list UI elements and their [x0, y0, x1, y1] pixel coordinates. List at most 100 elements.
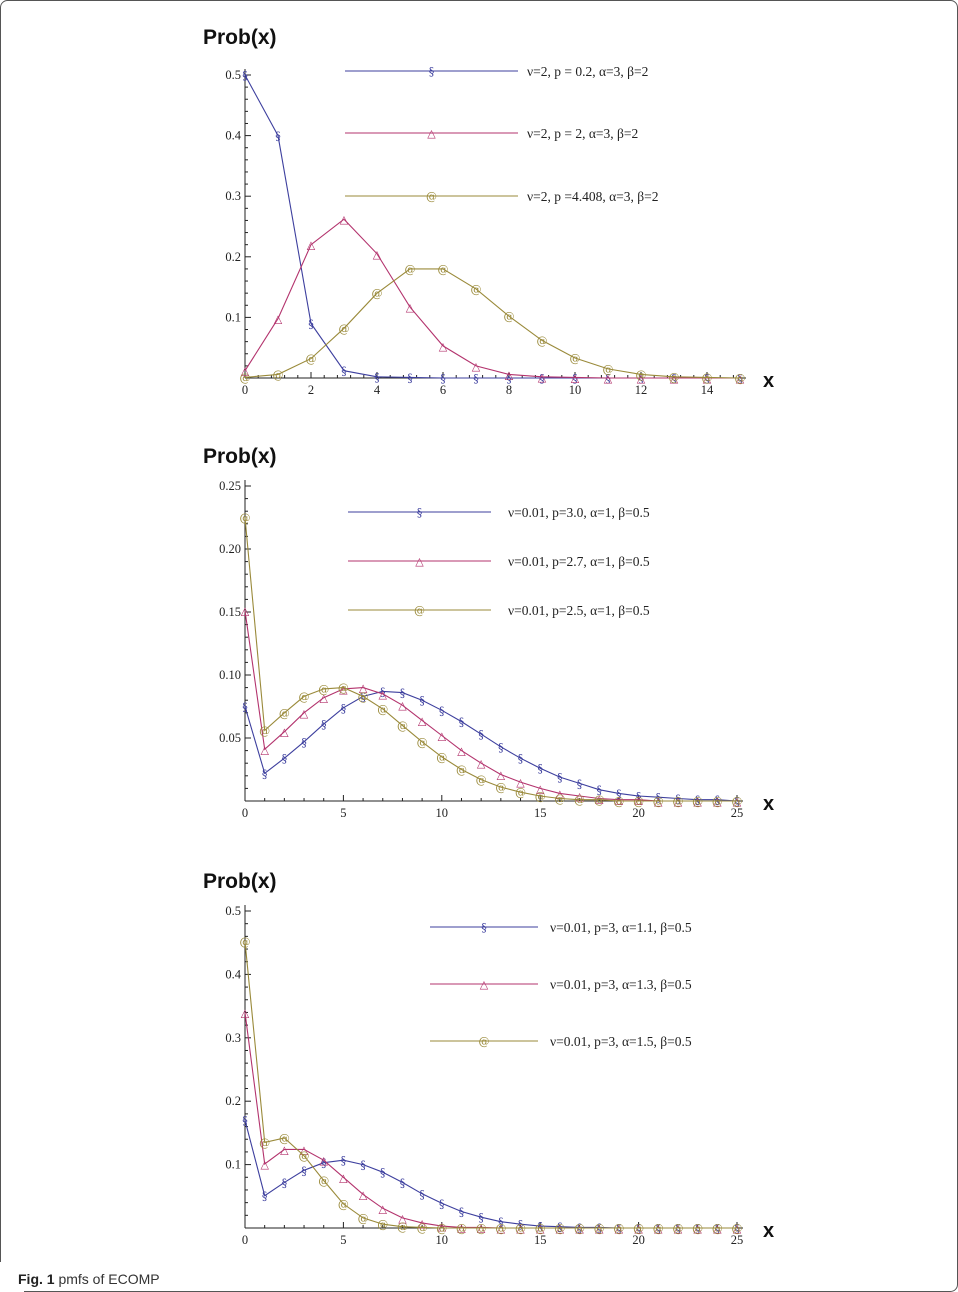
y-tick-label: 0.1 [225, 1158, 241, 1172]
x-tick-label: 25 [731, 806, 744, 820]
x-tick-label: 2 [308, 383, 314, 397]
series-line-triangle [244, 218, 740, 379]
caption-label: Fig. 1 [18, 1271, 55, 1287]
y-tick-label: 0.25 [219, 479, 241, 493]
data-point-marker: § [374, 371, 380, 384]
data-point-marker: @ [259, 724, 270, 737]
data-point-marker: △ [516, 776, 525, 789]
data-point-marker: @ [456, 764, 467, 777]
legend-marker: @ [426, 190, 437, 203]
data-point-marker: @ [397, 719, 408, 732]
data-point-marker: @ [570, 352, 581, 365]
data-point-marker: § [596, 784, 602, 797]
data-point-marker: § [301, 736, 307, 749]
data-point-marker: § [380, 1166, 386, 1179]
x-tick-label: 10 [569, 383, 582, 397]
data-point-marker: @ [476, 774, 487, 787]
data-point-marker: @ [476, 1222, 487, 1235]
data-point-marker: @ [735, 372, 746, 385]
data-point-marker: @ [377, 703, 388, 716]
x-tick-label: 5 [340, 1233, 346, 1247]
data-point-marker: △ [477, 757, 486, 770]
data-point-marker: △ [438, 1220, 447, 1233]
x-tick-label: 15 [534, 1233, 547, 1247]
data-point-marker: △ [373, 248, 382, 261]
data-point-marker: @ [669, 371, 680, 384]
data-point-marker: △ [615, 794, 624, 807]
x-tick-label: 14 [701, 383, 714, 397]
data-point-marker: § [275, 130, 281, 143]
series-line-section [244, 690, 738, 802]
data-point-marker: △ [637, 372, 646, 385]
data-point-marker: § [498, 741, 504, 754]
x-tick-label: 25 [731, 1233, 744, 1247]
y-tick-label: 0.5 [225, 904, 241, 918]
y-tick-label: 0.5 [225, 68, 241, 82]
data-point-marker: @ [495, 1222, 506, 1235]
data-point-marker: △ [556, 787, 565, 800]
data-point-marker: @ [504, 310, 515, 323]
data-point-marker: △ [418, 714, 427, 727]
data-point-marker: @ [417, 1221, 428, 1234]
series-line-at [244, 941, 737, 1229]
data-point-marker: § [518, 1218, 524, 1231]
legend-marker: § [417, 506, 423, 519]
data-point-marker: @ [306, 353, 317, 366]
data-point-marker: § [440, 372, 446, 385]
x-axis-label: x [763, 1220, 774, 1242]
data-point-marker: § [301, 1164, 307, 1177]
data-point-marker: @ [273, 368, 284, 381]
x-tick-label: 5 [340, 806, 346, 820]
data-point-marker: § [242, 1114, 248, 1127]
data-point-marker: § [498, 1216, 504, 1229]
data-point-marker: △ [241, 365, 250, 378]
data-point-marker: @ [339, 322, 350, 335]
data-point-marker: @ [636, 368, 647, 381]
data-point-marker: @ [574, 794, 585, 807]
data-point-marker: @ [712, 795, 723, 808]
data-point-marker: △ [670, 372, 679, 385]
x-tick-label: 6 [440, 383, 446, 397]
data-point-marker: § [636, 790, 642, 803]
legend-marker: △ [427, 127, 436, 140]
data-point-marker: @ [594, 794, 605, 807]
data-point-marker: @ [299, 690, 310, 703]
data-point-marker: @ [358, 690, 369, 703]
data-point-marker: @ [692, 795, 703, 808]
y-axis-label: Prob(x) [203, 870, 277, 893]
data-point-marker: @ [318, 683, 329, 696]
chart-2: Prob(x) x 0 5 10 15 20 25 0.05 0.10 0.15 0.20 0.25 § §… [203, 445, 774, 820]
data-point-marker: § [473, 372, 479, 385]
data-point-marker: § [616, 787, 622, 800]
series-line-at [244, 517, 737, 802]
data-point-marker: △ [571, 371, 580, 384]
data-point-marker: § [341, 365, 347, 378]
data-point-marker: △ [703, 372, 712, 385]
data-point-marker: △ [438, 729, 447, 742]
data-point-marker: △ [604, 372, 613, 385]
data-point-marker: △ [398, 699, 407, 712]
data-point-marker: @ [338, 1198, 349, 1211]
data-point-marker: △ [340, 213, 349, 226]
data-point-marker: △ [379, 1202, 388, 1215]
data-point-marker: § [419, 1188, 425, 1201]
y-tick-label: 0.2 [225, 1094, 241, 1108]
series-line-triangle [244, 610, 737, 802]
data-point-marker: @ [653, 1222, 664, 1235]
data-point-marker: § [439, 704, 445, 717]
data-point-marker: § [242, 69, 248, 82]
data-point-marker: § [459, 1206, 465, 1219]
data-point-marker: § [537, 1220, 543, 1233]
x-tick-label: 20 [632, 1233, 645, 1247]
data-point-marker: § [695, 794, 701, 807]
x-tick-label: 0 [242, 383, 248, 397]
chart-1: Prob(x)x0 2 4 6 8 10 12 140.10.20.30.40.5 §§§§ § §… [203, 26, 774, 397]
data-point-marker: § [400, 1176, 406, 1189]
data-point-marker: § [380, 685, 386, 698]
data-point-marker: § [715, 794, 721, 807]
data-point-marker: @ [535, 790, 546, 803]
data-point-marker: @ [574, 1222, 585, 1235]
data-point-marker: @ [279, 707, 290, 720]
legend-label: ν=0.01, p=2.7, α=1, β=0.5 [508, 554, 650, 569]
